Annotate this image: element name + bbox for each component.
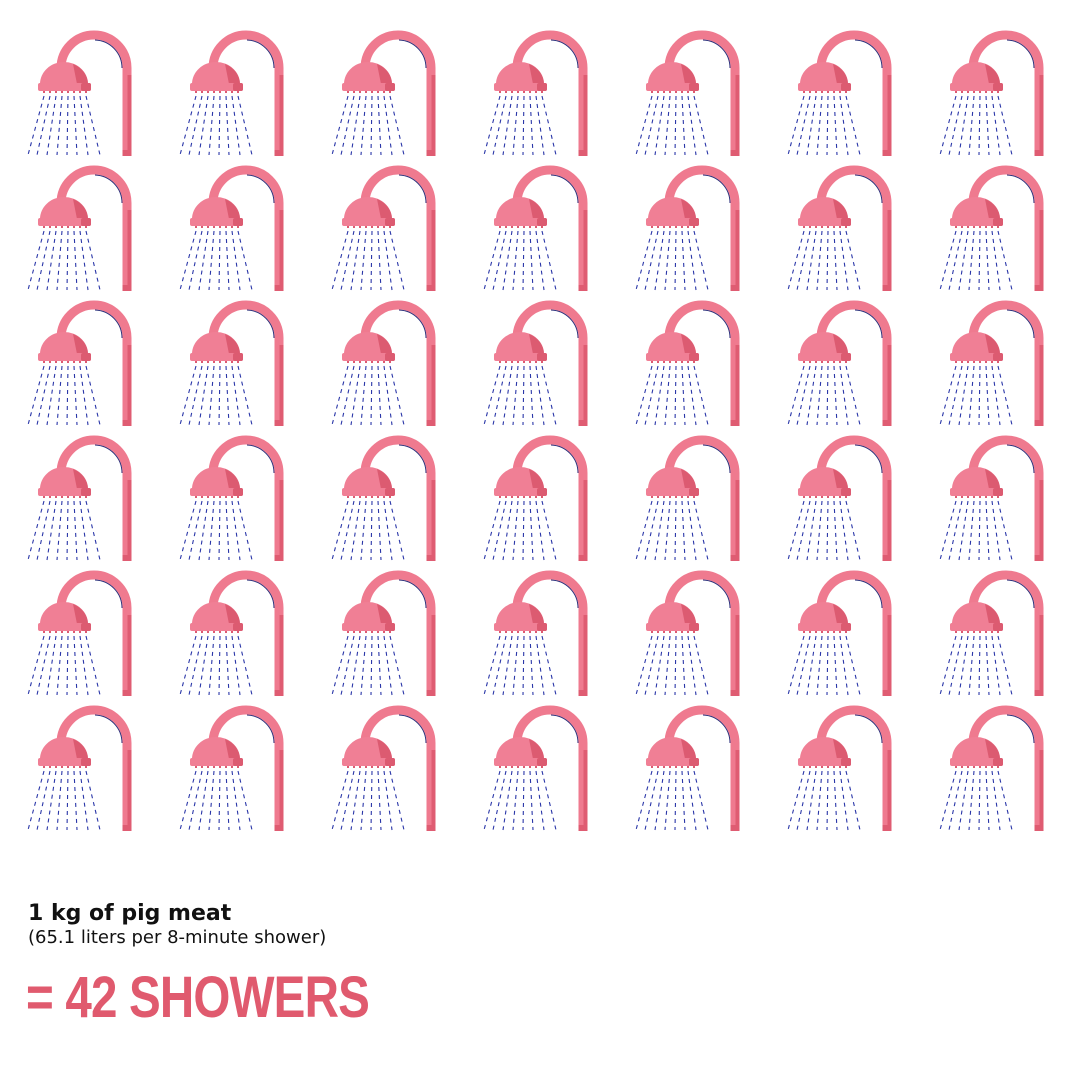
shower-icon: [177, 435, 297, 565]
shower-icon: [633, 705, 753, 835]
shower-icon: [937, 165, 1057, 295]
caption: 1 kg of pig meat (65.1 liters per 8-minu…: [28, 900, 728, 948]
shower-icon: [177, 300, 297, 430]
shower-icon: [25, 435, 145, 565]
shower-icon: [937, 705, 1057, 835]
shower-icon: [937, 435, 1057, 565]
shower-icon: [177, 30, 297, 160]
shower-icon: [329, 705, 449, 835]
shower-icon: [481, 705, 601, 835]
shower-icon: [937, 300, 1057, 430]
shower-icon: [481, 300, 601, 430]
shower-icon: [633, 435, 753, 565]
shower-icon: [177, 570, 297, 700]
shower-icon: [633, 570, 753, 700]
shower-icon: [25, 30, 145, 160]
shower-icon: [177, 705, 297, 835]
shower-icon: [25, 705, 145, 835]
shower-icon: [481, 165, 601, 295]
shower-icon: [329, 165, 449, 295]
shower-icon: [329, 570, 449, 700]
shower-icon: [785, 570, 905, 700]
shower-icon: [785, 300, 905, 430]
shower-icon: [25, 570, 145, 700]
shower-icon: [785, 705, 905, 835]
shower-icon: [481, 435, 601, 565]
shower-icon: [25, 165, 145, 295]
shower-icon: [785, 30, 905, 160]
shower-icon-grid: [25, 30, 1057, 835]
shower-icon: [785, 435, 905, 565]
shower-icon: [329, 435, 449, 565]
caption-subtitle: (65.1 liters per 8-minute shower): [28, 927, 327, 948]
shower-icon: [329, 30, 449, 160]
shower-icon: [633, 30, 753, 160]
shower-icon: [937, 30, 1057, 160]
shower-icon: [633, 300, 753, 430]
shower-icon: [177, 165, 297, 295]
shower-icon: [25, 300, 145, 430]
shower-icon: [329, 300, 449, 430]
shower-icon: [633, 165, 753, 295]
shower-icon: [937, 570, 1057, 700]
caption-title: 1 kg of pig meat: [28, 901, 232, 926]
shower-icon: [481, 570, 601, 700]
result-text: = 42 SHOWERS: [26, 965, 370, 1030]
shower-icon: [481, 30, 601, 160]
shower-icon: [785, 165, 905, 295]
